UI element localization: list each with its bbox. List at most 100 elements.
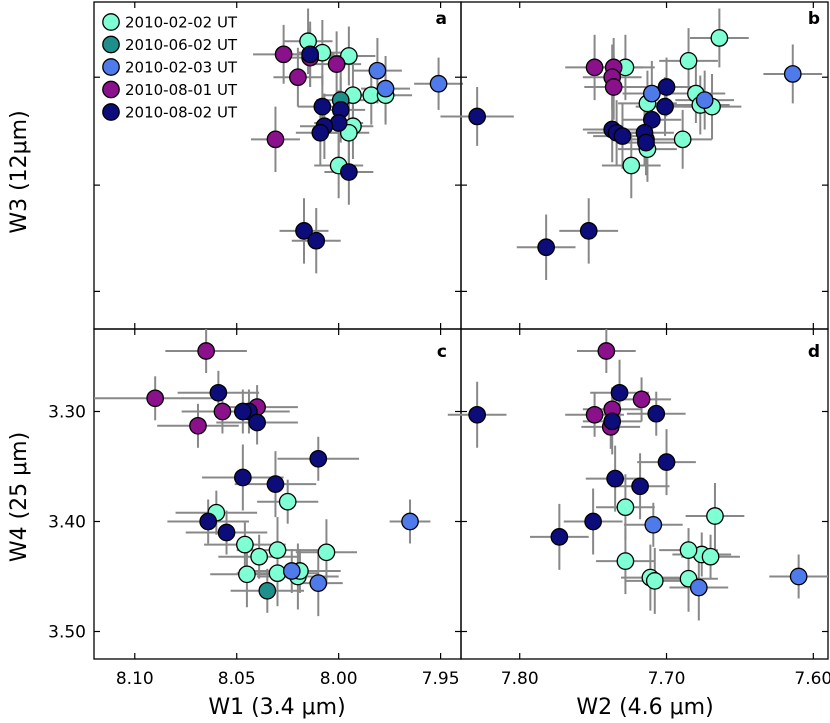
panel-letter-a: a [436, 9, 447, 29]
ylabel-bottom: W4 (25 μm) [7, 432, 32, 562]
data-point [695, 91, 714, 109]
data-point [689, 578, 708, 597]
data-point [258, 581, 277, 600]
x-tick-label: 7.70 [648, 669, 686, 689]
data-point [317, 543, 336, 562]
data-point [783, 65, 802, 83]
data-point [301, 45, 319, 64]
x-tick-label: 8.05 [218, 669, 256, 689]
data-point [327, 55, 346, 73]
data-point [789, 567, 808, 586]
data-point [250, 547, 268, 566]
x-tick-label: 7.60 [794, 669, 830, 689]
panel-frame-d [460, 328, 829, 660]
data-point [603, 412, 622, 431]
data-point [233, 468, 252, 487]
x-tick-label: 8.00 [320, 669, 358, 689]
data-point [295, 222, 313, 240]
data-point [429, 74, 448, 93]
data-point [584, 512, 602, 531]
legend-label: 2010-02-02 UT [125, 14, 238, 32]
ticks-b [461, 2, 828, 329]
data-point [610, 383, 629, 402]
x-tick-label: 8.10 [116, 669, 154, 689]
data-point [274, 45, 293, 64]
data-point [146, 389, 165, 408]
points-b [468, 29, 802, 257]
data-point [311, 123, 330, 142]
legend-label: 2010-08-01 UT [125, 81, 238, 99]
data-point [233, 402, 252, 421]
data-point [604, 78, 623, 96]
data-point [313, 97, 332, 116]
data-point [550, 528, 569, 546]
y-tick-label: 3.30 [48, 403, 86, 423]
legend-marker [102, 58, 120, 76]
data-point [468, 107, 486, 126]
data-point [189, 416, 207, 435]
points-d [468, 342, 808, 597]
data-point [537, 238, 555, 257]
data-point [597, 342, 616, 360]
data-point [266, 130, 285, 149]
x-tick-label: 7.95 [422, 669, 460, 689]
legend-marker [102, 13, 120, 31]
data-point [307, 231, 326, 250]
data-point [673, 130, 692, 149]
legend-label: 2010-08-02 UT [125, 104, 238, 122]
data-point [642, 84, 661, 103]
panel-frame-c [93, 328, 462, 660]
legend: 2010-02-02 UT 2010-06-02 UT 2010-02-03 UT 2… [102, 13, 238, 122]
data-point [340, 47, 358, 65]
xlabel-left: W1 (3.4 μm) [208, 695, 345, 720]
data-point [606, 469, 624, 488]
y-tick-label: 3.50 [48, 623, 86, 643]
data-point [679, 52, 698, 70]
panel-letter-b: b [808, 9, 820, 29]
data-point [248, 413, 266, 432]
data-point [585, 405, 604, 424]
data-point [468, 405, 486, 424]
ticks-d: 7.80 7.70 7.60 [461, 329, 830, 689]
data-point [656, 97, 674, 116]
xlabel-right: W2 (4.6 μm) [576, 695, 713, 720]
data-point [238, 565, 256, 584]
data-point [644, 515, 663, 534]
legend-marker [102, 80, 120, 99]
data-point [616, 498, 635, 517]
errorbars-b [440, 8, 823, 280]
points-c [146, 342, 419, 600]
panel-c: 8.10 8.05 8.00 7.95 3.30 3.40 3.50 [48, 328, 462, 689]
data-point [616, 552, 635, 570]
data-point [197, 342, 215, 360]
data-point [645, 572, 664, 590]
panel-a [93, 1, 464, 330]
panel-d: 7.80 7.70 7.60 [447, 328, 830, 689]
errorbars-c [94, 329, 431, 617]
data-point [710, 29, 729, 47]
ticks-a [94, 2, 461, 329]
data-point [679, 541, 698, 559]
data-point [236, 535, 254, 554]
panel-letter-d: d [808, 342, 820, 362]
data-point [289, 68, 307, 87]
data-point [329, 114, 348, 132]
data-point [706, 507, 724, 525]
data-point [631, 477, 649, 496]
data-point [209, 383, 228, 402]
data-point [622, 156, 641, 175]
data-point [376, 79, 395, 98]
data-point [282, 562, 301, 580]
data-point [657, 78, 676, 96]
y-tick-label: 3.40 [48, 513, 86, 533]
data-point [401, 512, 419, 531]
legend-label: 2010-06-02 UT [125, 36, 238, 54]
data-point [309, 574, 328, 592]
data-point [701, 547, 720, 566]
data-point [637, 133, 655, 152]
x-tick-label: 7.80 [501, 669, 539, 689]
points-a [266, 32, 448, 250]
ylabel-top: W3 (12μm) [7, 110, 32, 233]
legend-marker [102, 103, 120, 121]
